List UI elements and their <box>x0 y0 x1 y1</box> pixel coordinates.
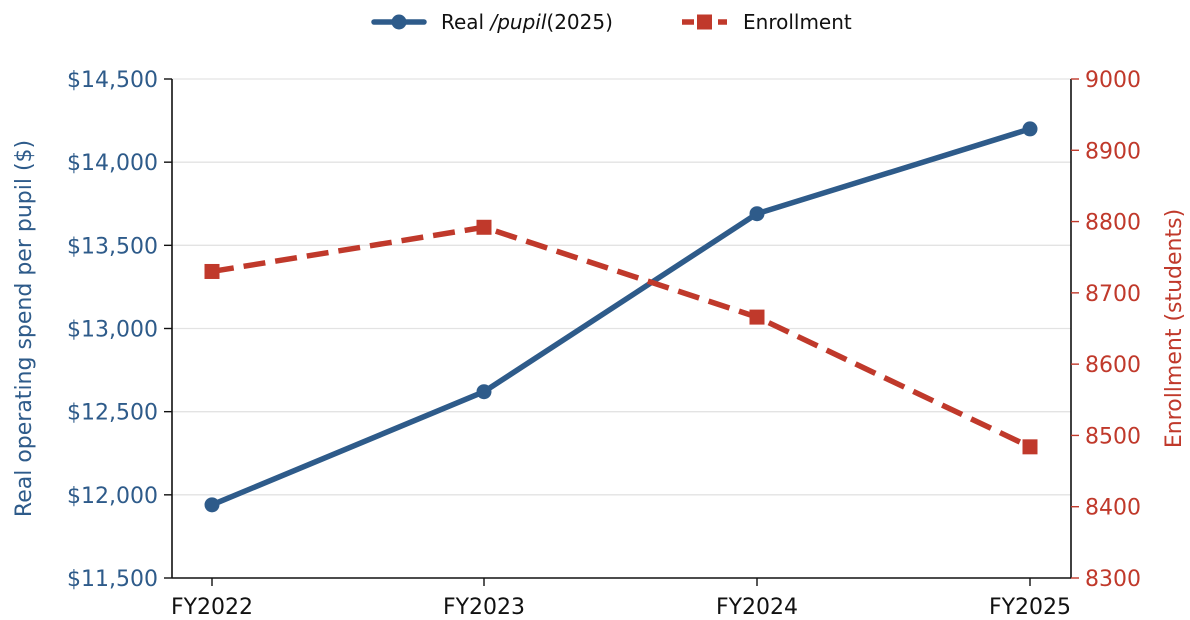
right-tick-label: 8900 <box>1085 139 1141 164</box>
left-tick-label: $13,000 <box>67 318 158 343</box>
axes: $11,500 $12,000 $12,500 $13,000 $13,500 $14,0… <box>12 68 1187 620</box>
series <box>204 121 1038 513</box>
right-tick-label: 8400 <box>1085 496 1141 521</box>
left-tick-label: $13,500 <box>67 234 158 259</box>
right-axis-title: Enrollment (students) <box>1162 209 1187 448</box>
x-tick-label: FY2022 <box>171 595 253 620</box>
legend-label-spend-part: Real <box>441 10 490 34</box>
right-tick-label: 8800 <box>1085 211 1141 236</box>
left-tick-label: $12,500 <box>67 401 158 426</box>
right-tick-label: 8600 <box>1085 353 1141 378</box>
left-tick-label: $12,000 <box>67 484 158 509</box>
legend-label-spend: Real /pupil(2025) <box>441 10 613 34</box>
legend: Real /pupil(2025) Enrollment <box>371 10 852 34</box>
gridlines <box>172 78 1071 496</box>
left-tick-label: $14,500 <box>67 68 158 93</box>
series-0-point <box>749 206 765 222</box>
series-0-point <box>476 384 492 400</box>
legend-marker-spend <box>391 14 407 30</box>
series-0-point <box>1022 121 1038 137</box>
left-tick-label: $14,000 <box>67 151 158 176</box>
series-1-point <box>1022 439 1038 455</box>
legend-label-spend-part: /pupil <box>488 10 546 34</box>
x-tick-label: FY2023 <box>443 595 525 620</box>
series-1-point <box>204 263 220 279</box>
x-tick-label: FY2024 <box>716 595 798 620</box>
legend-label-enrollment: Enrollment <box>743 10 852 34</box>
x-tick-label: FY2025 <box>989 595 1071 620</box>
right-tick-label: 9000 <box>1085 68 1141 93</box>
left-tick-label: $11,500 <box>67 567 158 592</box>
series-0-line <box>209 126 1033 508</box>
legend-marker-enrollment <box>697 14 712 30</box>
right-tick-label: 8500 <box>1085 424 1141 449</box>
series-0-point <box>204 497 220 513</box>
right-tick-label: 8700 <box>1085 282 1141 307</box>
legend-label-spend-part: (2025) <box>546 10 613 34</box>
series-1-line <box>211 224 1032 450</box>
series-1-point <box>476 219 492 235</box>
left-axis-title: Real operating spend per pupil ($) <box>12 140 37 517</box>
right-tick-label: 8300 <box>1085 567 1141 592</box>
series-1-point <box>749 309 765 325</box>
